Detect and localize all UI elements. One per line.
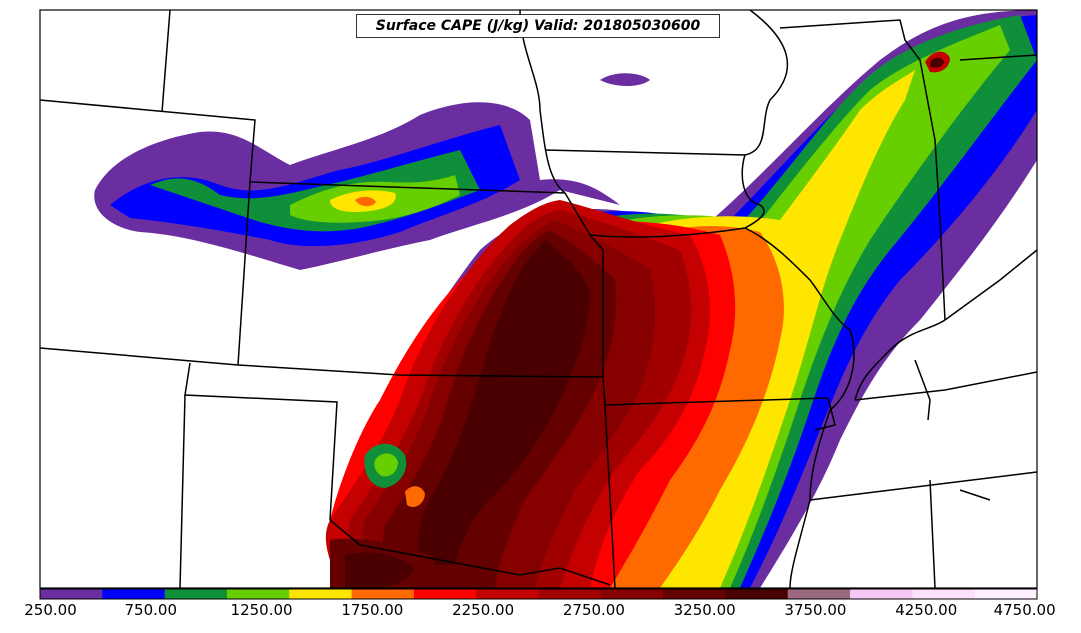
boundary-line [179,394,186,588]
boundary-line [564,192,604,377]
colorbar-tick-labels: 250.00 750.00 1250.00 1750.00 2250.00 2750.00… [0,601,1081,625]
colorbar-tick-label: 4750.00 [993,601,1056,619]
boundary-line [959,54,1037,61]
colorbar-tick-label: 2750.00 [562,601,625,619]
colorbar-swatch [912,589,976,599]
colorbar-swatch [40,589,103,599]
boundary-line [237,181,251,366]
cape-core-southwest-deep [345,552,415,588]
colorbar-tick-label: 4250.00 [895,601,958,619]
cape-blob-orange [405,486,425,507]
cape-patch-wisconsin [600,73,650,86]
colorbar-swatch [476,589,539,599]
colorbar-tick-label: 1750.00 [341,601,404,619]
boundary-line [854,319,946,401]
colorbar-frame [39,588,1038,600]
map-title: Surface CAPE (J/kg) Valid: 201805030600 [356,14,720,38]
colorbar-swatch [289,589,353,599]
colorbar-swatch [351,589,415,599]
colorbar-swatch [787,589,851,599]
colorbar-swatch [974,589,1038,599]
boundary-line [929,479,936,588]
boundary-line [944,249,1037,321]
state-boundaries [40,10,1037,588]
colorbar-swatch [850,589,913,599]
colorbar-swatch [725,589,789,599]
colorbar-swatch [538,589,602,599]
boundary-line [959,489,991,501]
cape-fill-layer [94,10,1037,588]
colorbar-tick-label: 3750.00 [784,601,847,619]
boundary-line [744,227,855,588]
boundary-line [814,397,836,431]
boundary-line [519,10,566,194]
colorbar-swatch [226,589,290,599]
boundary-line [40,99,566,194]
colorbar-tick-label: 1250.00 [230,601,293,619]
colorbar-swatch [600,589,664,599]
cape-core-darkred-5 [418,240,590,565]
cape-band-north-orange [355,196,376,207]
colorbar-tick-label: 3250.00 [673,601,736,619]
boundary-line [914,359,931,421]
colorbar-swatch [413,589,477,599]
cape-band-north-blue [110,125,520,247]
boundary-line [184,362,338,521]
boundary-line [544,149,765,238]
colorbar-tick-label: 2250.00 [452,601,515,619]
map-frame [39,9,1038,589]
cape-hotspot-lakes-core [930,57,944,68]
colorbar-swatch [164,589,228,599]
colorbar-tick-label: 250.00 [24,601,77,619]
boundary-line [744,10,789,156]
cape-blob-lightgreen [374,453,398,477]
colorbar-swatch [102,589,166,599]
boundary-line [40,347,604,378]
boundary-line [329,519,611,586]
boundary-line [809,471,1037,501]
boundary-line [854,371,1037,401]
colorbar [40,589,1038,599]
colorbar-swatch [663,589,726,599]
boundary-line [604,404,616,588]
boundary-line [161,10,171,113]
boundary-line [779,19,946,321]
colorbar-tick-label: 750.00 [124,601,178,619]
